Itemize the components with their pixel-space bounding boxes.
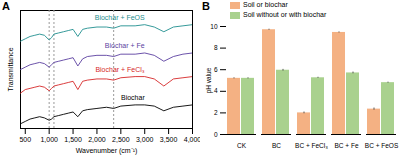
svg-text:1,500: 1,500 — [64, 136, 82, 143]
svg-text:2,500: 2,500 — [112, 136, 130, 143]
svg-text:3,000: 3,000 — [136, 136, 154, 143]
html-text:B: B — [202, 0, 210, 12]
svg-text:Biochar + FeCl₃: Biochar + FeCl₃ — [95, 66, 144, 73]
svg-text:10: 10 — [210, 23, 218, 30]
svg-text:2,000: 2,000 — [88, 136, 106, 143]
html-text:Soil or biochar: Soil or biochar — [243, 1, 288, 8]
svg-text:1,000: 1,000 — [40, 136, 58, 143]
html-text:Soil without or with biochar: Soil without or with biochar — [243, 11, 327, 18]
svg-text:Biochar + FeOS: Biochar + FeOS — [95, 14, 145, 21]
svg-text:4: 4 — [214, 87, 218, 94]
svg-text:Transmittance: Transmittance — [7, 47, 14, 91]
svg-text:BC + FeOS: BC + FeOS — [365, 142, 399, 149]
svg-text:Wavenumber (cm⁻¹): Wavenumber (cm⁻¹) — [76, 147, 138, 155]
svg-text:CK: CK — [237, 142, 247, 149]
svg-text:3,500: 3,500 — [160, 136, 178, 143]
svg-text:2: 2 — [214, 109, 218, 116]
svg-text:BC + FeCl₃: BC + FeCl₃ — [295, 142, 328, 149]
svg-text:pH value: pH value — [205, 67, 213, 93]
svg-text:8: 8 — [214, 44, 218, 51]
svg-text:6: 6 — [214, 66, 218, 73]
svg-text:4,000: 4,000 — [184, 136, 200, 143]
svg-text:0: 0 — [214, 131, 218, 138]
svg-text:BC: BC — [272, 142, 281, 149]
svg-text:500: 500 — [19, 136, 31, 143]
svg-text:Biochar + Fe: Biochar + Fe — [105, 42, 145, 49]
svg-text:BC + Fe: BC + Fe — [334, 142, 358, 149]
html-text:A: A — [2, 0, 10, 12]
svg-text:Biochar: Biochar — [121, 94, 145, 101]
